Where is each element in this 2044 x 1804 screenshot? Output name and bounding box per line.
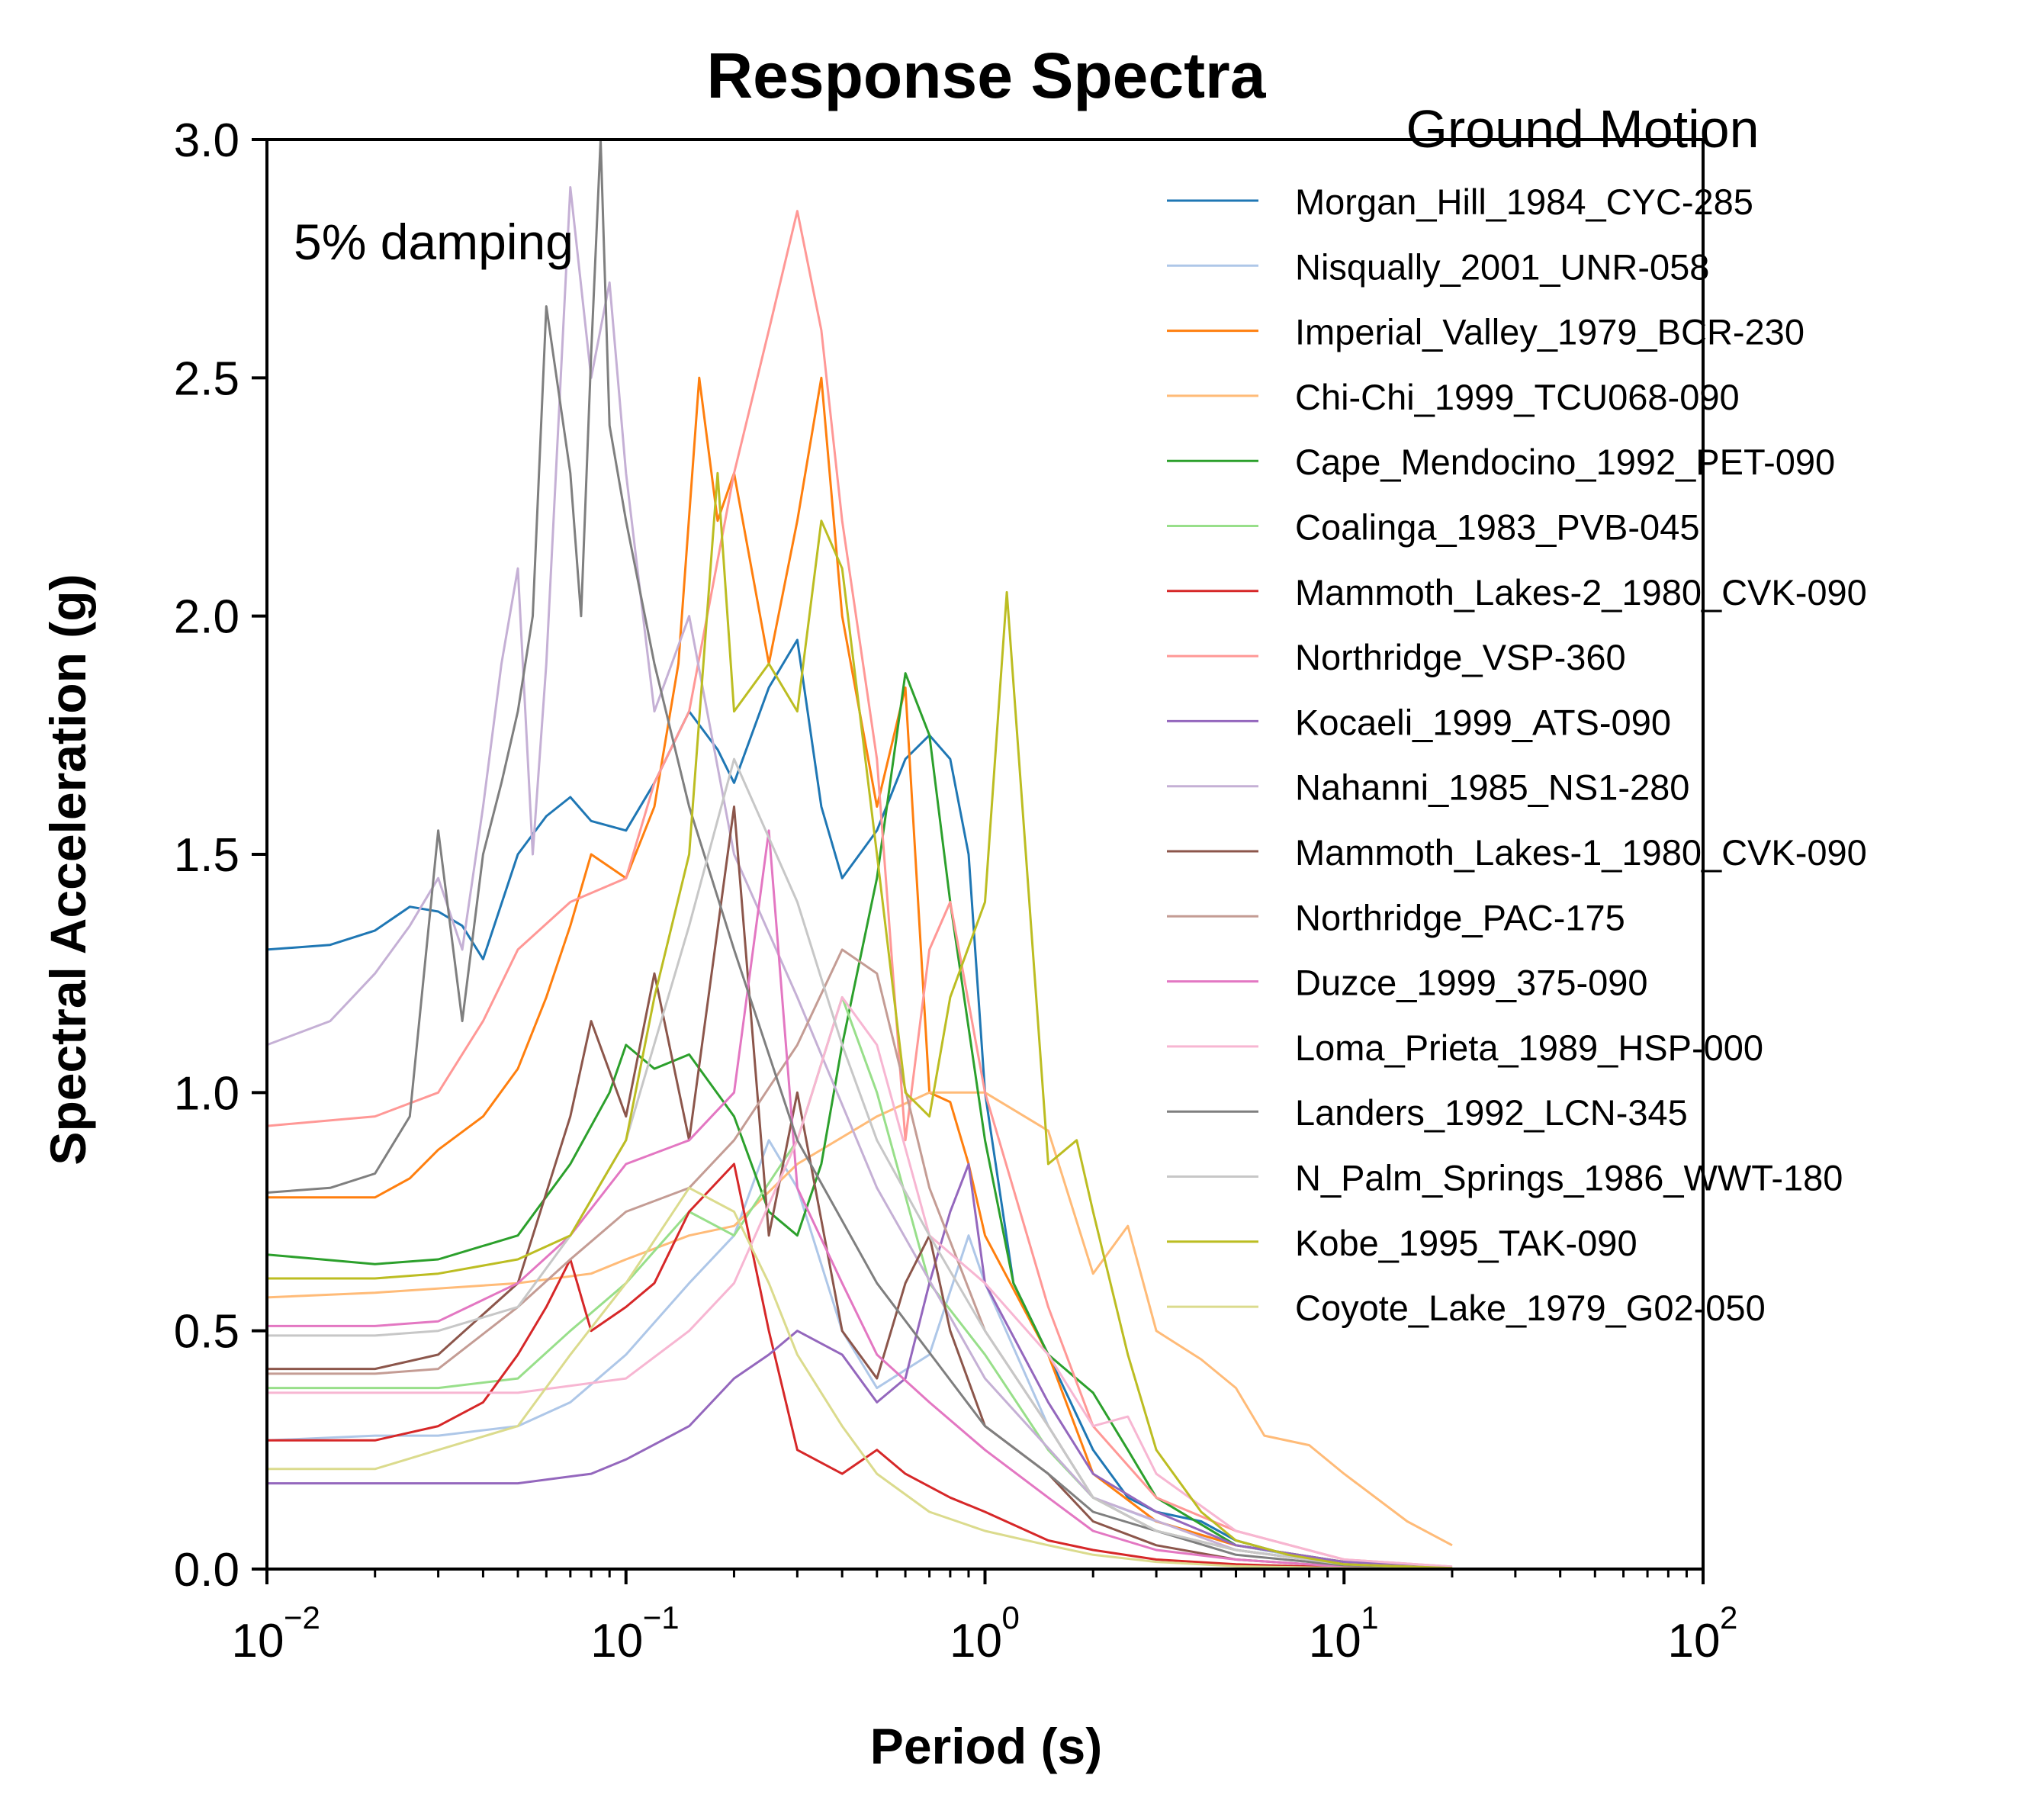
y-axis-label: Spectral Acceleration (g)	[40, 574, 96, 1165]
x-tick-exponent-1: −1	[643, 1600, 680, 1635]
y-tick-label-4: 2.0	[174, 591, 239, 644]
legend-entry-15: Landers_1992_LCN-345	[1295, 1092, 1688, 1133]
series-line-13	[267, 829, 1453, 1570]
x-tick-label-1: 10	[590, 1615, 643, 1667]
legend-entry-3: Imperial_Valley_1979_BCR-230	[1295, 312, 1805, 352]
y-tick-label-5: 2.5	[174, 352, 239, 405]
y-tick-label-1: 0.5	[174, 1306, 239, 1359]
legend-entry-7: Mammoth_Lakes-2_1980_CVK-090	[1295, 572, 1867, 613]
legend-entry-17: Kobe_1995_TAK-090	[1295, 1223, 1637, 1263]
series-line-14	[267, 995, 1453, 1568]
legend-entry-6: Coalinga_1983_PVB-045	[1295, 507, 1699, 548]
legend-entry-8: Northridge_VSP-360	[1295, 637, 1626, 677]
x-tick-label-3: 10	[1309, 1615, 1361, 1667]
legend-entry-4: Chi-Chi_1999_TCU068-090	[1295, 377, 1740, 417]
series-line-17	[267, 471, 1453, 1570]
legend-entry-12: Northridge_PAC-175	[1295, 897, 1625, 937]
x-tick-label-2: 10	[950, 1615, 1002, 1667]
legend-entry-18: Coyote_Lake_1979_G02-050	[1295, 1288, 1766, 1328]
y-tick-label-6: 3.0	[174, 114, 239, 167]
y-tick-label-3: 1.5	[174, 829, 239, 882]
y-tick-label-0: 0.0	[174, 1544, 239, 1597]
legend-entry-2: Nisqually_2001_UNR-058	[1295, 246, 1709, 287]
legend-entry-11: Mammoth_Lakes-1_1980_CVK-090	[1295, 832, 1867, 873]
x-tick-label-4: 10	[1668, 1615, 1721, 1667]
legend-entry-9: Kocaeli_1999_ATS-090	[1295, 702, 1671, 742]
series-line-7	[267, 1162, 1453, 1570]
legend-entry-14: Loma_Prieta_1989_HSP-000	[1295, 1027, 1763, 1068]
x-tick-exponent-4: 2	[1720, 1600, 1737, 1635]
plot-lines-group	[266, 138, 1453, 1570]
x-tick-exponent-3: 1	[1361, 1600, 1378, 1635]
series-line-16	[267, 757, 1453, 1570]
series-line-11	[267, 806, 1453, 1570]
plot-frame	[265, 138, 1705, 1571]
x-axis-label: Period (s)	[870, 1718, 1102, 1774]
y-ticks-group: 0.0 0.5 1.0 1.5 2.0 2.5 3.0	[174, 114, 267, 1597]
series-line-4	[266, 1091, 1453, 1547]
y-tick-label-2: 1.0	[174, 1067, 239, 1120]
legend-entry-10: Nahanni_1985_NS1-280	[1295, 767, 1689, 808]
legend-entry-5: Cape_Mendocino_1992_PET-090	[1295, 442, 1835, 482]
legend-title: Ground Motion	[1406, 99, 1759, 159]
x-tick-exponent-2: 0	[1002, 1600, 1020, 1635]
damping-annotation: 5% damping	[294, 214, 574, 270]
legend: Ground Motion Morgan_Hill_1984_CYC-285 Ni…	[1167, 99, 1867, 1328]
legend-entry-16: N_Palm_Springs_1986_WWT-180	[1295, 1158, 1843, 1198]
series-line-9	[267, 1162, 1453, 1569]
x-tick-exponent-0: −2	[284, 1600, 320, 1635]
chart-title: Response Spectra	[707, 40, 1267, 111]
legend-entry-1: Morgan_Hill_1984_CYC-285	[1295, 182, 1753, 222]
legend-entry-13: Duzce_1999_375-090	[1295, 963, 1648, 1003]
x-ticks-group: 10 −2 10 −1 10 0 10 1 10 2	[232, 1569, 1737, 1667]
series-line-18	[267, 1186, 1453, 1570]
x-tick-label-0: 10	[232, 1615, 284, 1667]
